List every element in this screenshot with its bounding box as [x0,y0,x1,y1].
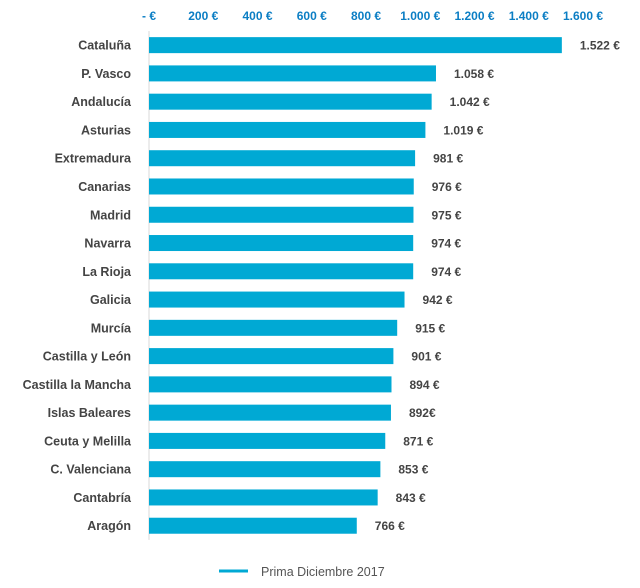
data-label: 1.019 € [443,123,483,137]
bar [149,93,432,110]
bar [149,65,436,82]
x-tick-label: 1.200 € [454,9,494,23]
category-label: Galicia [90,293,132,307]
bar [149,235,414,252]
x-tick-label: 800 € [351,9,381,23]
data-label: 942 € [423,293,453,307]
bar [149,263,414,280]
bar [149,150,416,167]
category-label: Cataluña [78,39,132,53]
legend: Prima Diciembre 2017 [219,565,385,579]
bar [149,291,405,308]
category-label: Murcía [91,321,132,335]
category-label: Madrid [90,208,131,222]
bar [149,121,426,138]
x-tick-label: 600 € [297,9,327,23]
bar [149,348,394,365]
category-label: La Rioja [82,265,132,279]
bar [149,432,386,449]
data-label: 871 € [403,434,433,448]
category-label: Islas Baleares [48,406,131,420]
data-label: 975 € [431,208,461,222]
category-label: Ceuta y Melilla [44,434,132,448]
x-tick-label: 1.400 € [509,9,549,23]
data-label: 843 € [396,491,426,505]
data-label: 853 € [398,463,428,477]
data-label: 974 € [431,265,461,279]
category-label: Castilla y León [43,350,131,364]
bar [149,206,414,223]
bar [149,319,398,336]
x-tick-label: 1.000 € [400,9,440,23]
category-label: Andalucía [71,95,132,109]
category-label: Canarias [78,180,131,194]
category-label: Extremadura [55,152,132,166]
bars [149,37,562,534]
data-label: 901 € [411,350,441,364]
data-label: 766 € [375,519,405,533]
category-label: C. Valenciana [50,463,132,477]
data-labels: 1.522 € 1.058 € 1.042 € 1.019 € 981 € 976 € 97… [375,39,620,534]
data-label: 1.058 € [454,67,494,81]
data-label: 981 € [433,152,463,166]
data-label: 1.522 € [580,39,620,53]
x-tick-label: - € [142,9,156,23]
category-label: Cantabría [73,491,132,505]
bar [149,376,392,393]
bar [149,517,357,534]
data-label: 894 € [409,378,439,392]
data-label: 974 € [431,237,461,251]
legend-label: Prima Diciembre 2017 [261,565,385,579]
category-label: Aragón [87,519,131,533]
category-labels: Cataluña P. Vasco Andalucía Asturias Extrema… [23,39,132,534]
bar [149,489,378,506]
category-label: Castilla la Mancha [23,378,132,392]
category-label: P. Vasco [81,67,131,81]
bar [149,461,381,478]
category-label: Asturias [81,123,131,137]
data-label: 1.042 € [450,95,490,109]
data-label: 892€ [409,406,436,420]
bar [149,404,391,421]
data-label: 976 € [432,180,462,194]
data-label: 915 € [415,321,445,335]
category-label: Navarra [84,237,132,251]
x-tick-label: 1.600 € [563,9,603,23]
x-tick-label: 400 € [242,9,272,23]
x-tick-label: 200 € [188,9,218,23]
bar [149,178,414,195]
x-axis-ticks: - € 200 € 400 € 600 € 800 € 1.000 € 1.200 € 1.4… [142,9,603,23]
bar [149,37,562,54]
